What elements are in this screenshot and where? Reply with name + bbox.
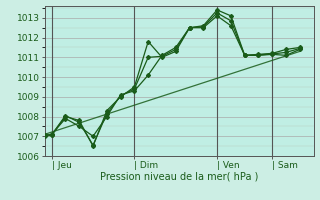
X-axis label: Pression niveau de la mer( hPa ): Pression niveau de la mer( hPa ) — [100, 171, 258, 181]
